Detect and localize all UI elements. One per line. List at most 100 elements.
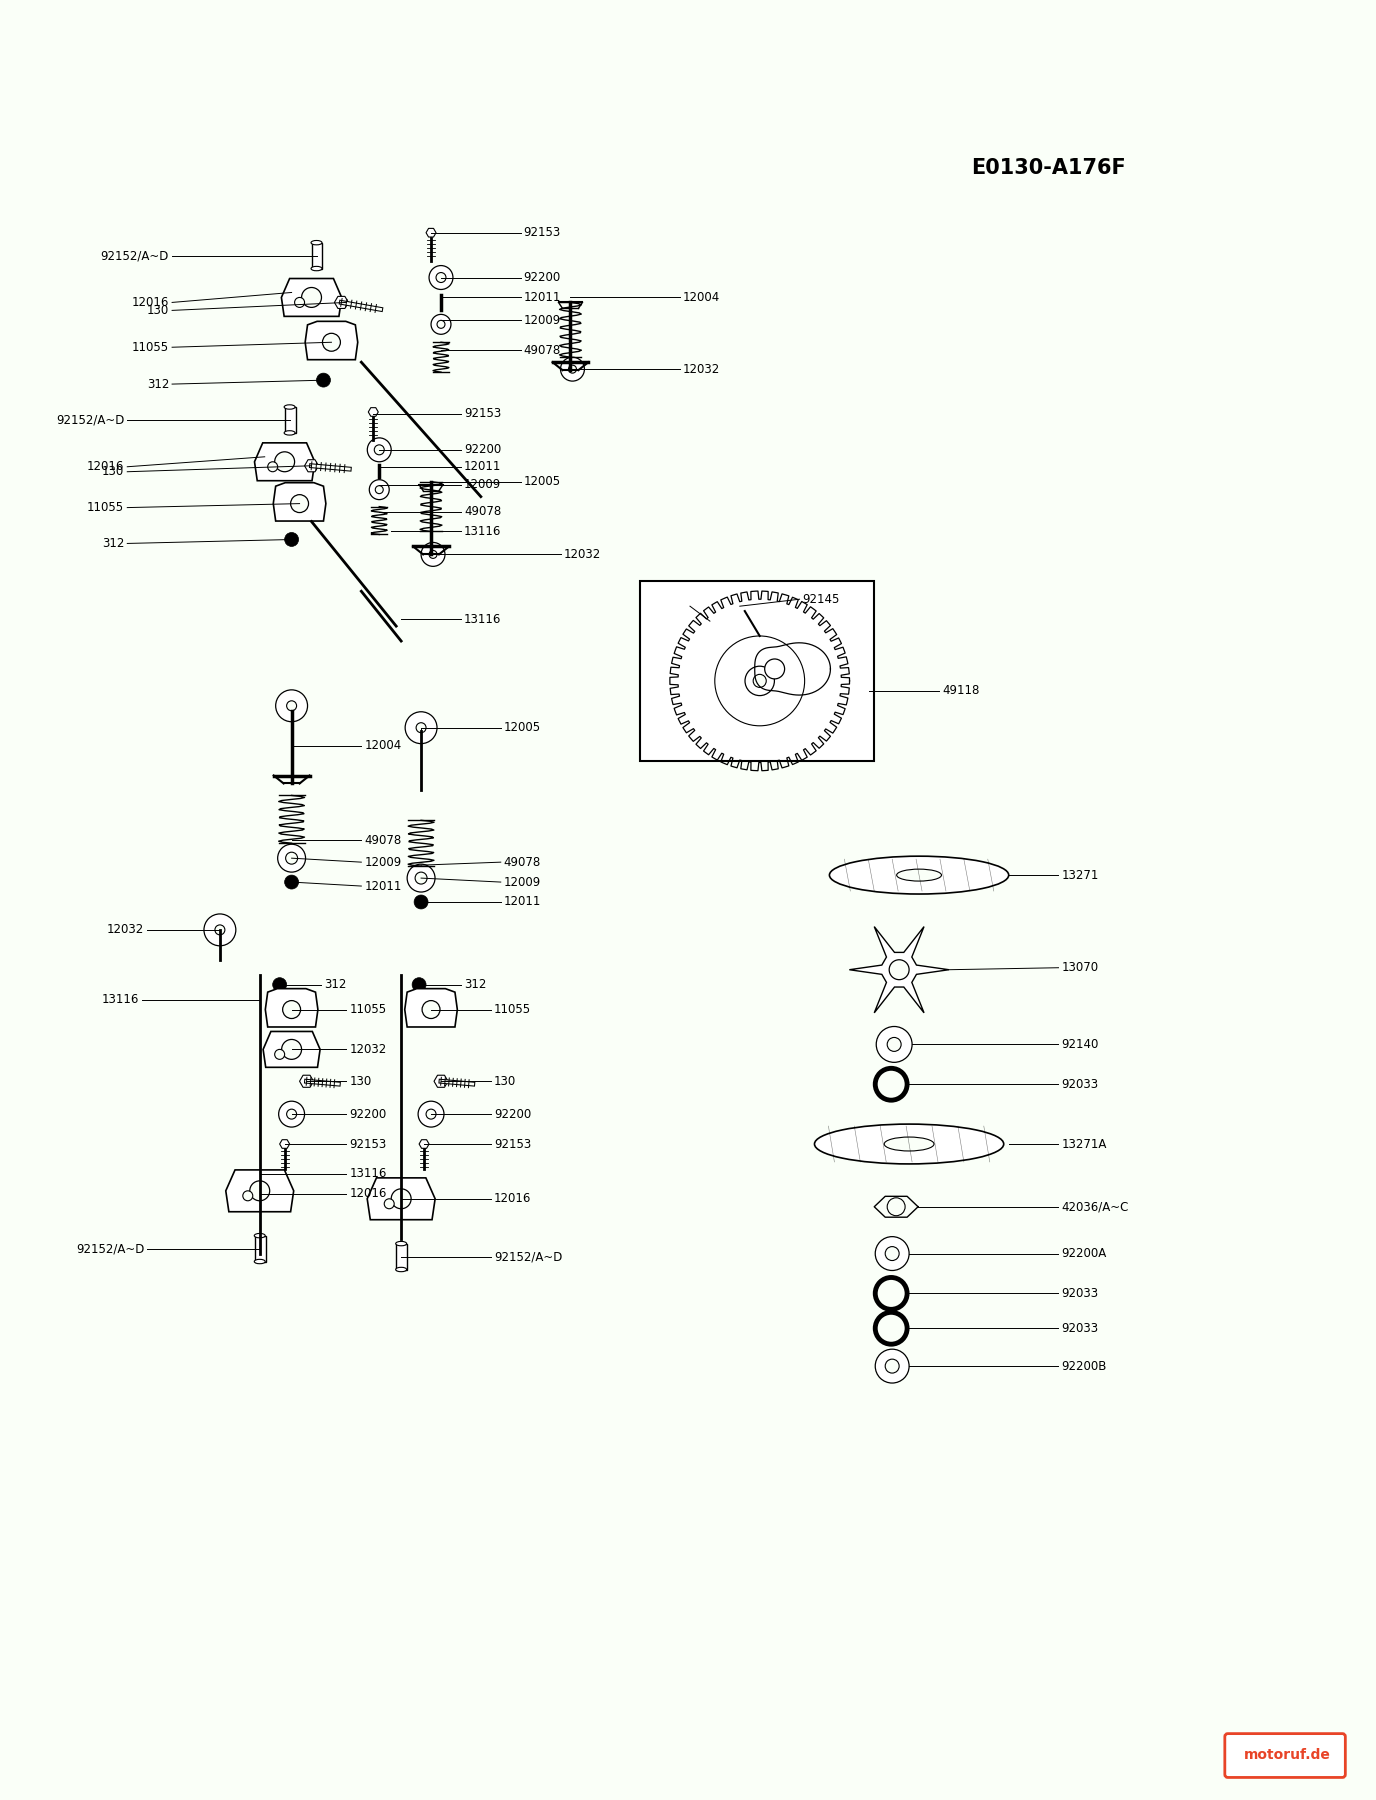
- Text: 92152/A~D: 92152/A~D: [56, 414, 124, 427]
- Circle shape: [422, 1001, 440, 1019]
- Text: 92152/A~D: 92152/A~D: [76, 1242, 144, 1255]
- Circle shape: [875, 1350, 910, 1382]
- Circle shape: [889, 959, 910, 979]
- Text: 12016: 12016: [350, 1188, 387, 1201]
- Text: 12005: 12005: [504, 722, 541, 734]
- Circle shape: [888, 1037, 901, 1051]
- Circle shape: [436, 272, 446, 283]
- Text: 49078: 49078: [504, 855, 541, 869]
- Text: 49118: 49118: [943, 684, 980, 697]
- Circle shape: [888, 1197, 905, 1215]
- Circle shape: [242, 1192, 253, 1201]
- Text: E0130-A176F: E0130-A176F: [971, 158, 1126, 178]
- Circle shape: [416, 873, 427, 884]
- Ellipse shape: [830, 857, 1009, 895]
- Text: 12004: 12004: [365, 740, 402, 752]
- Bar: [285, 407, 296, 432]
- Circle shape: [885, 1359, 899, 1373]
- Ellipse shape: [311, 241, 322, 245]
- Circle shape: [275, 1049, 285, 1060]
- Bar: [640, 581, 874, 761]
- Circle shape: [431, 315, 451, 335]
- Circle shape: [286, 1109, 297, 1120]
- Circle shape: [282, 1039, 301, 1060]
- Circle shape: [429, 266, 453, 290]
- Text: 312: 312: [102, 536, 124, 551]
- Bar: [396, 1244, 407, 1269]
- Text: 42036/A~C: 42036/A~C: [1061, 1201, 1128, 1213]
- Text: 13070: 13070: [1061, 961, 1098, 974]
- Text: 130: 130: [350, 1075, 372, 1087]
- Text: 11055: 11055: [87, 500, 124, 515]
- Ellipse shape: [283, 430, 294, 436]
- Text: 12005: 12005: [524, 475, 561, 488]
- Circle shape: [560, 356, 585, 382]
- Ellipse shape: [396, 1242, 407, 1246]
- Circle shape: [285, 533, 299, 547]
- Text: 92153: 92153: [350, 1138, 387, 1150]
- Text: 92033: 92033: [1061, 1321, 1098, 1336]
- Text: 130: 130: [494, 1075, 516, 1087]
- Circle shape: [250, 1181, 270, 1201]
- Polygon shape: [433, 1075, 449, 1087]
- Circle shape: [744, 666, 775, 695]
- Polygon shape: [263, 1031, 321, 1067]
- Polygon shape: [266, 988, 318, 1028]
- Ellipse shape: [885, 1138, 934, 1150]
- Text: 92140: 92140: [1061, 1039, 1099, 1051]
- Text: 92200: 92200: [494, 1107, 531, 1121]
- Text: 92200A: 92200A: [1061, 1247, 1106, 1260]
- Text: 12011: 12011: [504, 895, 541, 909]
- Circle shape: [294, 297, 304, 308]
- Circle shape: [384, 1199, 394, 1210]
- Text: 12016: 12016: [494, 1192, 531, 1206]
- Ellipse shape: [815, 1123, 1003, 1165]
- Polygon shape: [282, 279, 341, 317]
- Text: 312: 312: [464, 977, 486, 992]
- Polygon shape: [849, 927, 949, 1013]
- Circle shape: [877, 1026, 912, 1062]
- Text: 312: 312: [147, 378, 169, 391]
- Polygon shape: [305, 322, 358, 360]
- Ellipse shape: [311, 266, 322, 270]
- Polygon shape: [304, 459, 318, 472]
- Text: 130: 130: [147, 304, 169, 317]
- Text: 12016: 12016: [87, 461, 124, 473]
- Text: 92200: 92200: [350, 1107, 387, 1121]
- Circle shape: [275, 452, 294, 472]
- Circle shape: [418, 1102, 444, 1127]
- Text: 92200: 92200: [464, 443, 501, 457]
- Text: 11055: 11055: [350, 1003, 387, 1015]
- Polygon shape: [427, 229, 436, 238]
- Text: 49078: 49078: [524, 344, 561, 356]
- Text: 13116: 13116: [464, 526, 501, 538]
- Text: 12011: 12011: [524, 292, 561, 304]
- Circle shape: [374, 445, 384, 455]
- Circle shape: [413, 977, 427, 992]
- Circle shape: [438, 320, 444, 328]
- Text: 92200: 92200: [524, 272, 561, 284]
- Circle shape: [427, 1109, 436, 1120]
- Text: 92152/A~D: 92152/A~D: [100, 248, 169, 263]
- Circle shape: [376, 486, 384, 493]
- Text: 12004: 12004: [682, 292, 720, 304]
- Circle shape: [414, 895, 428, 909]
- Text: 11055: 11055: [494, 1003, 531, 1015]
- Circle shape: [407, 864, 435, 893]
- Polygon shape: [226, 1170, 293, 1211]
- Circle shape: [215, 925, 224, 934]
- Circle shape: [290, 495, 308, 513]
- Ellipse shape: [255, 1260, 266, 1264]
- Polygon shape: [300, 1075, 314, 1087]
- Circle shape: [204, 914, 235, 945]
- Polygon shape: [405, 988, 457, 1028]
- Bar: [255, 1235, 266, 1262]
- Ellipse shape: [396, 1267, 407, 1271]
- Text: 12011: 12011: [365, 880, 402, 893]
- Text: 13271A: 13271A: [1061, 1138, 1106, 1150]
- Text: 13271: 13271: [1061, 869, 1099, 882]
- Circle shape: [285, 875, 299, 889]
- Text: 12009: 12009: [365, 855, 402, 869]
- Circle shape: [272, 977, 286, 992]
- Text: 92145: 92145: [802, 592, 839, 607]
